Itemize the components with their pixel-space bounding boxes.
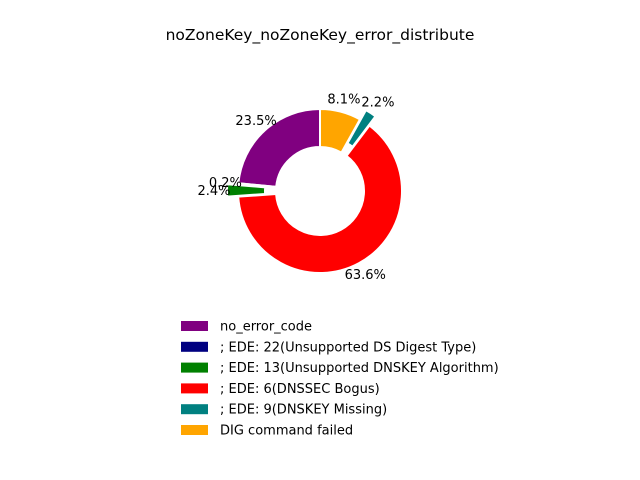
percent-label-dig-command-failed: 8.1%: [327, 93, 360, 108]
legend-label-ede-22-unsupported-ds-digest-type: ; EDE: 22(Unsupported DS Digest Type): [220, 340, 476, 355]
legend-swatch-ede-9-dnskey-missing: [181, 404, 208, 415]
pie-percent-labels: 23.5% 0.2%2.4% 63.6% 2.2%8.1%: [197, 93, 394, 283]
legend-label-ede-6-dnssec-bogus: ; EDE: 6(DNSSEC Bogus): [220, 382, 380, 397]
legend-swatch-no-error-code: [181, 321, 208, 331]
pie-slice-no-error-code: [237, 108, 321, 188]
pie-slices: [226, 108, 403, 274]
percent-label-ede-13-unsupported-dnskey-algorithm: 2.4%: [197, 184, 230, 199]
chart-title: noZoneKey_noZoneKey_error_distribute: [166, 26, 475, 45]
percent-label-ede-9-dnskey-missing: 2.2%: [361, 96, 394, 111]
legend-swatch-dig-command-failed: [181, 425, 208, 435]
legend-label-ede-13-unsupported-dnskey-algorithm: ; EDE: 13(Unsupported DNSKEY Algorithm): [220, 361, 499, 376]
legend-label-ede-9-dnskey-missing: ; EDE: 9(DNSKEY Missing): [220, 403, 387, 418]
percent-label-ede-6-dnssec-bogus: 63.6%: [345, 268, 386, 283]
pie-slice-dig-command-failed: [319, 108, 361, 154]
legend-swatch-ede-22-unsupported-ds-digest-type: [181, 341, 208, 352]
legend-swatch-ede-6-dnssec-bogus: [181, 383, 208, 394]
legend-label-no-error-code: no_error_code: [220, 320, 312, 335]
pie-slice-ede-22-unsupported-ds-digest-type: [237, 182, 278, 189]
legend-label-dig-command-failed: DIG command failed: [220, 424, 353, 439]
legend-swatch-ede-13-unsupported-dnskey-algorithm: [181, 362, 208, 373]
percent-label-ede-22-unsupported-ds-digest-type: 0.2%: [209, 176, 242, 191]
percent-label-no-error-code: 23.5%: [235, 114, 276, 129]
pie-slice-ede-6-dnssec-bogus: [237, 124, 403, 274]
legend: no_error_code ; EDE: 22(Unsupported DS Di…: [181, 320, 499, 439]
